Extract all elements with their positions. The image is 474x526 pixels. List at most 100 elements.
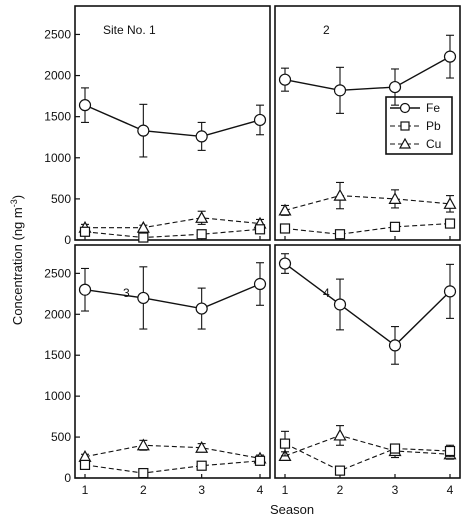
pb-line (84, 460, 261, 474)
x-tick-label: 1 (282, 483, 289, 497)
series-cu (78, 438, 267, 464)
series-cu (278, 425, 457, 461)
legend-circle-marker (399, 102, 411, 114)
y-tick-label: 1500 (44, 348, 71, 362)
legend-triangle-marker (398, 137, 412, 149)
pb-point (254, 224, 266, 235)
y-tick-label: 2500 (44, 266, 71, 280)
series-fe (278, 34, 457, 114)
legend-label: Cu (426, 137, 441, 151)
fe-point (137, 124, 150, 137)
pb-point (79, 226, 91, 237)
pb-point (138, 232, 149, 243)
y-axis-label: Concentration (ng m-3) (9, 195, 25, 325)
panel-4-frame (274, 244, 461, 479)
cu-point (136, 438, 150, 451)
pb-line (284, 223, 451, 235)
y-tick-label: 1000 (44, 389, 71, 403)
fe-point (333, 298, 347, 311)
series-pb (79, 455, 266, 479)
y-tick-label: 2000 (44, 307, 71, 321)
fe-point (333, 84, 347, 97)
cu-point (278, 203, 292, 216)
legend-square-marker (400, 121, 410, 131)
x-tick-label: 4 (447, 483, 454, 497)
series-pb (79, 224, 266, 243)
panel-label: Site No. 1 (103, 23, 156, 37)
x-tick-label: 3 (392, 483, 399, 497)
fe-point (443, 285, 457, 298)
panel-2: 2 (274, 5, 461, 241)
panel-4: 1 2 3 4 4 (274, 244, 461, 497)
y-axis-label-end: ) (10, 195, 25, 199)
pb-point (279, 223, 291, 234)
cu-point (333, 428, 347, 441)
fe-point (195, 130, 208, 143)
y-tick-label: 2000 (44, 69, 71, 83)
panel-3: 0 500 1000 1500 2000 2500 1 2 3 4 3 (44, 244, 271, 497)
x-tick-label: 4 (257, 483, 264, 497)
cu-point (195, 211, 209, 223)
pb-point (334, 465, 346, 476)
pb-point (389, 221, 401, 232)
pb-point (334, 229, 346, 240)
pb-point (444, 445, 456, 457)
series-fe (278, 253, 457, 365)
fe-point (388, 80, 402, 94)
fe-line (284, 262, 451, 347)
legend-item-cu: Cu (390, 137, 441, 151)
panel-2-frame (274, 5, 461, 241)
fe-point (137, 291, 150, 305)
y-tick-label: 0 (64, 233, 71, 247)
cu-point (195, 440, 209, 453)
x-tick-label: 2 (140, 483, 147, 497)
cu-point (388, 192, 402, 204)
x-tick-label: 1 (82, 483, 89, 497)
fe-point (278, 73, 292, 86)
pb-point (389, 443, 401, 454)
y-tick-label: 0 (64, 471, 71, 485)
cu-line (284, 434, 451, 457)
pb-point (196, 229, 207, 240)
fe-point (78, 99, 92, 112)
fe-point (253, 277, 267, 291)
y-tick-label: 500 (51, 192, 71, 206)
fe-point (443, 50, 457, 63)
legend-label: Pb (426, 119, 441, 133)
panel-label: 2 (323, 23, 330, 37)
panel-1-frame (74, 5, 271, 241)
legend-item-fe: Fe (390, 101, 440, 115)
series-pb (279, 218, 456, 240)
pb-point (444, 218, 456, 229)
fe-line (84, 104, 261, 138)
x-axis-label: Season (270, 502, 314, 517)
fe-point (253, 113, 267, 127)
panel-label: 3 (123, 286, 130, 300)
cu-point (333, 188, 347, 201)
pb-line (284, 443, 451, 472)
axes-text-layer: Concentration (ng m-3) Season (9, 195, 314, 517)
legend-frame (385, 96, 453, 155)
y-tick-label: 1500 (44, 110, 71, 124)
cu-line (85, 217, 261, 229)
fe-line (284, 56, 451, 92)
series-cu (278, 181, 457, 216)
pb-line (84, 228, 261, 239)
fe-point (278, 257, 292, 270)
x-tick-label: 2 (337, 483, 344, 497)
y-tick-label: 1000 (44, 151, 71, 165)
pb-point (254, 455, 266, 466)
cu-line (84, 444, 261, 459)
pb-point (279, 438, 291, 449)
cu-point (443, 197, 457, 209)
panel-label: 4 (323, 286, 330, 300)
legend-label: Fe (426, 101, 440, 115)
fe-point (195, 302, 208, 315)
y-tick-label: 500 (51, 430, 71, 444)
pb-point (79, 459, 91, 471)
legend-item-pb: Pb (390, 119, 441, 133)
panel-1: 0 500 1000 1500 2000 2500 Site No. 1 (44, 5, 271, 247)
panels-layer: 0 500 1000 1500 2000 2500 Site No. 1 2 0 500 1000 1… (44, 5, 461, 497)
fe-point (78, 283, 92, 296)
